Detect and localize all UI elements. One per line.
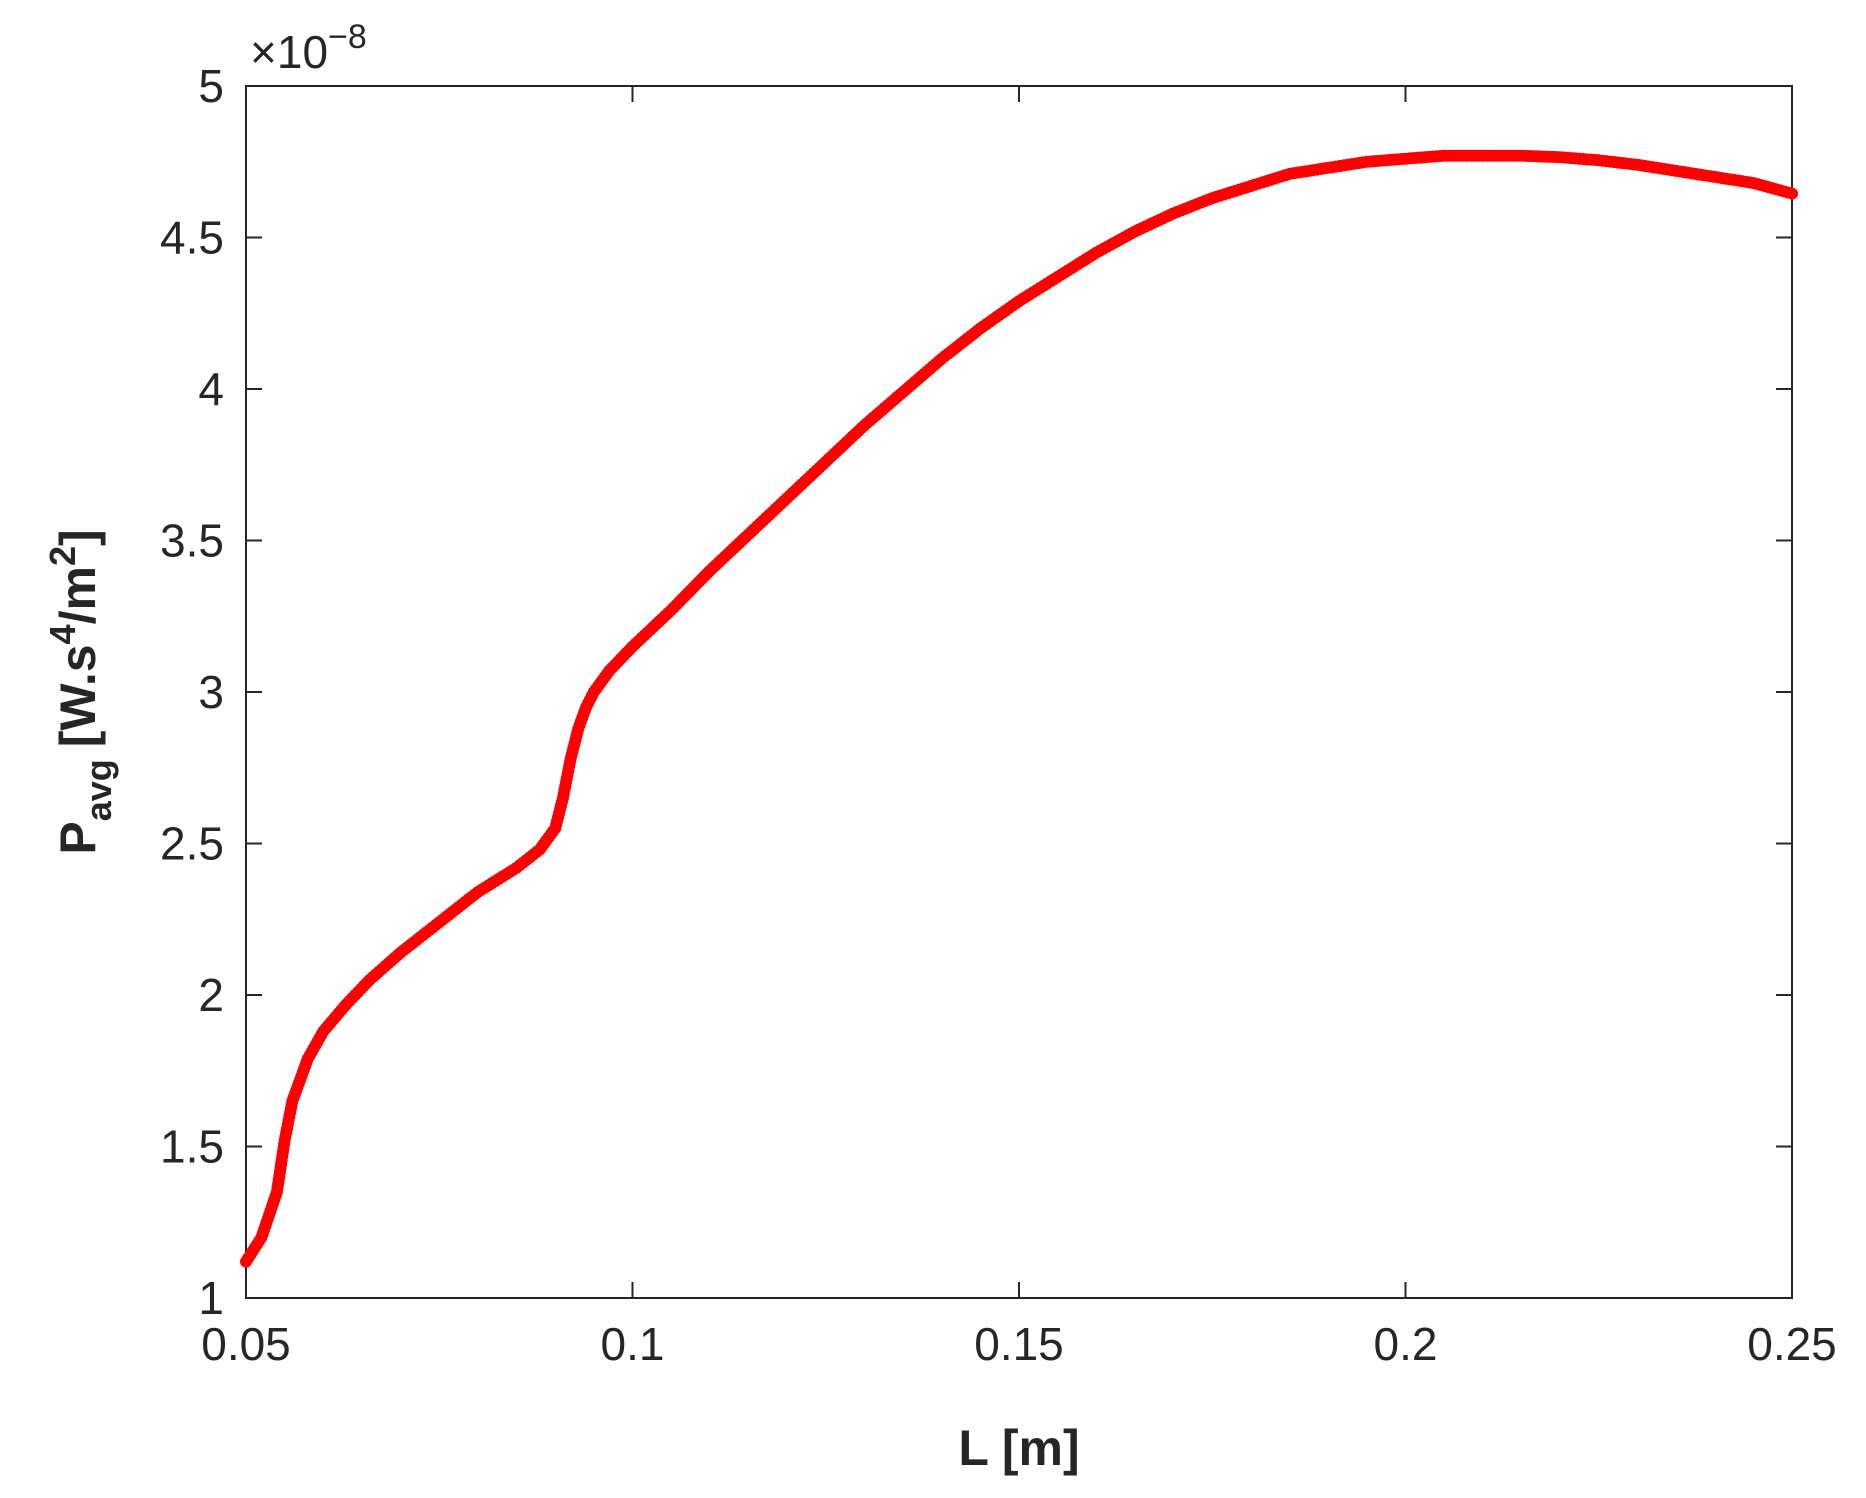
plot-area bbox=[245, 85, 1793, 1299]
x-tick-label: 0.15 bbox=[974, 1318, 1064, 1370]
y-exponent-power: −8 bbox=[328, 18, 367, 56]
x-tick-label: 0.1 bbox=[601, 1318, 665, 1370]
y-tick-label: 5 bbox=[198, 60, 224, 112]
y-tick-label: 2 bbox=[198, 969, 224, 1021]
y-tick-label: 4.5 bbox=[160, 212, 224, 264]
x-axis-label: L [m] bbox=[958, 1420, 1079, 1476]
x-axis-tick-labels: 0.05 0.1 0.15 0.2 0.25 bbox=[201, 1318, 1837, 1370]
y-label-unit-prefix: [W.s bbox=[50, 644, 106, 747]
y-label-unit-sup2: 2 bbox=[42, 546, 83, 566]
y-label-unit-suffix: ] bbox=[50, 529, 106, 546]
y-label-unit-sup1: 4 bbox=[42, 624, 83, 644]
data-point bbox=[1786, 187, 1798, 200]
y-tick-label: 1.5 bbox=[160, 1121, 224, 1173]
y-exponent-label: ×10−8 bbox=[250, 18, 367, 78]
y-tick-label: 3.5 bbox=[160, 515, 224, 567]
y-axis-tick-labels: 1 1.5 2 2.5 3 3.5 4 4.5 5 bbox=[160, 60, 224, 1324]
x-tick-label: 0.2 bbox=[1374, 1318, 1438, 1370]
y-tick-label: 1 bbox=[198, 1272, 224, 1324]
y-label-unit-mid: /m bbox=[50, 566, 106, 624]
y-label-subscript: avg bbox=[78, 759, 119, 821]
data-points bbox=[240, 149, 1798, 1268]
y-label-main: P bbox=[50, 821, 106, 854]
y-exponent-multiplier: ×10 bbox=[250, 26, 328, 78]
x-tick-label: 0.25 bbox=[1747, 1318, 1837, 1370]
y-axis-ticks bbox=[246, 85, 1792, 1299]
y-tick-label: 4 bbox=[198, 363, 224, 415]
x-tick-label: 0.05 bbox=[201, 1318, 291, 1370]
y-tick-label: 2.5 bbox=[160, 818, 224, 870]
x-axis-ticks bbox=[245, 86, 1793, 1298]
y-axis-label: Pavg [W.s4/m2] bbox=[42, 529, 119, 854]
y-tick-label: 3 bbox=[198, 666, 224, 718]
